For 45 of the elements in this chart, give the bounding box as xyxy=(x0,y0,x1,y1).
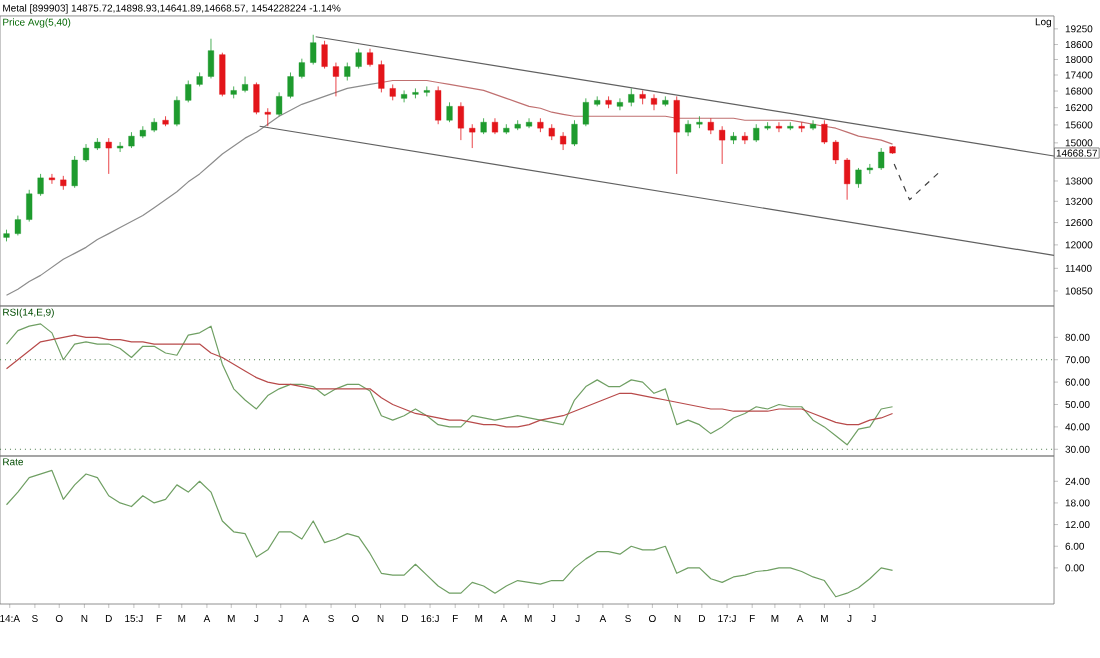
candlestick xyxy=(276,91,283,117)
candlestick xyxy=(117,141,124,153)
candlestick xyxy=(719,125,726,165)
candlestick xyxy=(582,97,589,127)
candlestick xyxy=(219,52,226,97)
candlestick xyxy=(298,58,305,79)
candlestick xyxy=(378,60,385,93)
candlestick xyxy=(878,147,885,171)
candlestick xyxy=(832,139,839,165)
candlestick xyxy=(14,215,21,236)
candlestick xyxy=(446,101,453,123)
candlestick xyxy=(71,155,78,189)
candlestick xyxy=(844,157,851,201)
candlestick xyxy=(173,95,180,127)
candlestick xyxy=(741,131,748,145)
candlestick xyxy=(457,101,464,141)
candlestick xyxy=(685,119,692,137)
candlestick xyxy=(810,119,817,131)
candlestick xyxy=(242,76,249,93)
candlestick xyxy=(253,82,260,115)
candlestick xyxy=(526,117,533,129)
candlestick xyxy=(264,107,271,127)
candlestick xyxy=(435,86,442,125)
candlestick xyxy=(775,121,782,133)
candlestick xyxy=(310,34,317,65)
candlestick xyxy=(469,123,476,149)
candlestick xyxy=(355,48,362,69)
candlestick xyxy=(48,173,55,185)
candlestick xyxy=(105,137,112,175)
candlestick xyxy=(332,62,339,97)
candlestick xyxy=(855,167,862,189)
candlestick xyxy=(207,38,215,79)
candlestick xyxy=(26,189,33,222)
candlestick xyxy=(821,119,828,145)
candlestick xyxy=(616,97,623,111)
candlestick xyxy=(650,93,658,111)
candlestick xyxy=(696,115,703,129)
candlestick xyxy=(560,131,567,151)
candlestick xyxy=(673,95,680,175)
candlestick xyxy=(401,90,408,103)
candlestick xyxy=(287,72,294,99)
candlestick xyxy=(321,40,328,69)
candlestick xyxy=(571,119,578,147)
candlestick xyxy=(37,173,44,197)
candlestick xyxy=(185,80,192,103)
